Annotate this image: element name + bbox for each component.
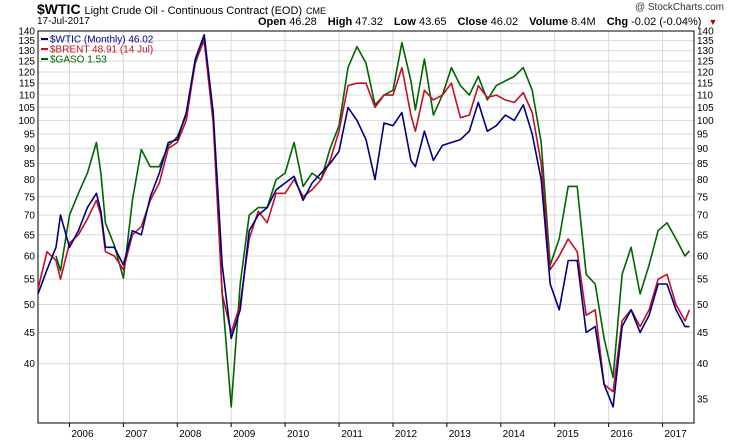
y-right-tick-label: 125 — [697, 57, 714, 68]
y-right-tick-label: 65 — [697, 230, 709, 241]
y-left-tick-label: 140 — [18, 27, 35, 38]
chart-date: 17-Jul-2017 — [37, 16, 90, 27]
y-left-tick-label: 50 — [24, 300, 36, 311]
y-left-tick-label: 40 — [24, 359, 36, 370]
y-right-tick-label: 40 — [697, 359, 709, 370]
symbol-description: Light Crude Oil - Continuous Contract (E… — [84, 5, 303, 17]
y-right-tick-label: 55 — [697, 275, 709, 286]
y-left-tick-label: 55 — [24, 275, 36, 286]
change-stat: Chg -0.02 (-0.04%) ▼ — [606, 16, 718, 28]
chart-title: $WTIC Light Crude Oil - Continuous Contr… — [37, 1, 326, 17]
y-left-tick-label: 60 — [24, 252, 36, 263]
legend-entry-brent: $BRENT 48.91 (14 Jul) — [50, 45, 153, 56]
y-right-tick-label: 70 — [697, 211, 709, 222]
y-right-tick-label: 60 — [697, 252, 709, 263]
y-left-tick-label: 80 — [24, 175, 36, 186]
y-right-tick-label: 85 — [697, 159, 709, 170]
legend-entry-gaso: $GASO 1.53 — [50, 55, 107, 66]
x-tick-label: 2008 — [179, 429, 202, 440]
y-right-tick-label: 140 — [697, 27, 714, 38]
down-arrow-icon: ▼ — [708, 17, 718, 27]
y-right-tick-label: 120 — [697, 67, 714, 78]
y-left-tick-label: 105 — [18, 103, 35, 114]
series-line-wtic — [37, 34, 690, 408]
series-line-brent — [37, 39, 691, 393]
y-left-tick-label: 90 — [24, 144, 36, 155]
copyright: @ StockCharts.com — [634, 2, 724, 13]
x-tick-label: 2007 — [125, 429, 148, 440]
y-left-tick-label: 95 — [24, 129, 36, 140]
x-tick-label: 2014 — [503, 429, 526, 440]
y-left-tick-label: 100 — [18, 116, 35, 127]
x-tick-label: 2012 — [395, 429, 418, 440]
y-left-tick-label: 115 — [19, 79, 35, 90]
y-left-tick-label: 85 — [24, 159, 36, 170]
y-left-tick-label: 110 — [19, 91, 35, 102]
y-right-tick-label: 115 — [697, 79, 713, 90]
x-tick-label: 2006 — [71, 429, 94, 440]
close-stat: Close 46.02 — [457, 16, 519, 28]
symbol: $WTIC — [37, 1, 81, 17]
y-right-tick-label: 95 — [697, 129, 709, 140]
volume-stat: Volume 8.4M — [529, 16, 596, 28]
x-tick-label: 2015 — [557, 429, 580, 440]
y-left-tick-label: 65 — [24, 230, 36, 241]
y-left-tick-label: 70 — [24, 211, 36, 222]
x-tick-label: 2010 — [287, 429, 310, 440]
legend-entry-wtic: $WTIC (Monthly) 46.02 — [50, 35, 154, 46]
y-right-tick-label: 90 — [697, 144, 709, 155]
y-right-tick-label: 105 — [697, 103, 714, 114]
series-line-gaso — [55, 37, 691, 408]
y-right-tick-label: 35 — [697, 395, 709, 406]
y-right-tick-label: 45 — [697, 328, 709, 339]
y-right-tick-label: 135 — [697, 36, 714, 47]
y-right-tick-label: 75 — [697, 192, 709, 203]
y-right-tick-label: 80 — [697, 175, 709, 186]
y-right-tick-label: 100 — [697, 116, 714, 127]
plot-frame — [37, 30, 695, 424]
y-left-tick-label: 130 — [18, 46, 35, 57]
y-left-tick-label: 135 — [18, 36, 35, 47]
y-left-tick-label: 125 — [18, 57, 35, 68]
x-tick-label: 2013 — [449, 429, 472, 440]
open-stat: Open 46.28 — [258, 16, 317, 28]
low-stat: Low 43.65 — [393, 16, 447, 28]
y-left-tick-label: 120 — [18, 67, 35, 78]
y-left-tick-label: 75 — [24, 192, 36, 203]
y-right-tick-label: 130 — [697, 46, 714, 57]
x-tick-label: 2016 — [611, 429, 634, 440]
exchange: CME — [306, 6, 326, 16]
x-tick-label: 2011 — [341, 429, 363, 440]
y-right-tick-label: 110 — [697, 91, 713, 102]
y-left-tick-label: 45 — [24, 328, 36, 339]
y-right-tick-label: 50 — [697, 300, 709, 311]
high-stat: High 47.32 — [327, 16, 383, 28]
price-stats: Open 46.28 High 47.32 Low 43.65 Close 46… — [258, 16, 725, 28]
x-tick-label: 2009 — [233, 429, 256, 440]
x-tick-label: 2017 — [664, 429, 687, 440]
